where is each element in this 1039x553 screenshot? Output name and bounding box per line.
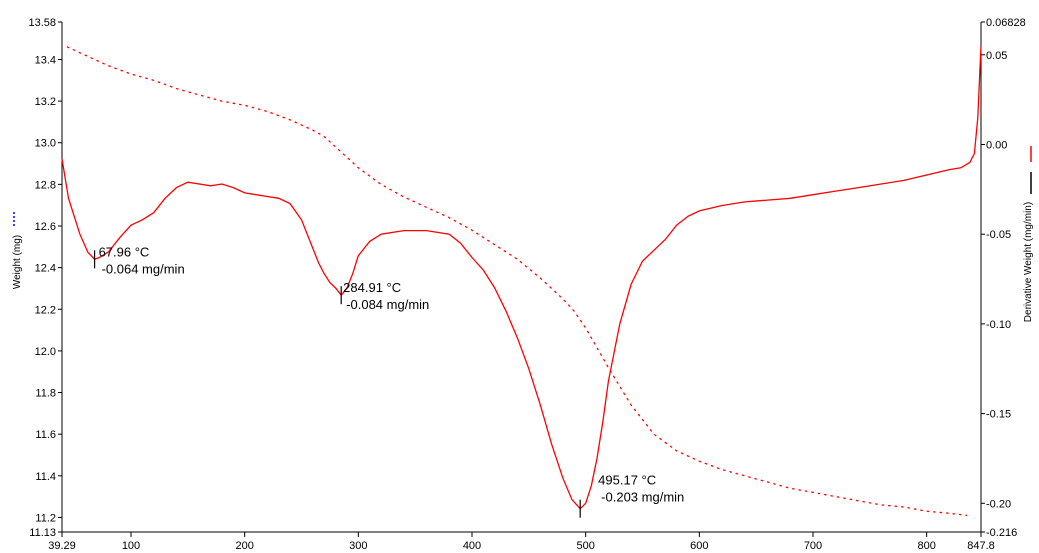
annotation-temperature: 495.17 °C: [598, 473, 656, 488]
x-tick-label: 847.8: [967, 540, 995, 552]
right-tick-label: 0.00: [986, 139, 1007, 151]
annotation-rate: -0.064 mg/min: [102, 261, 185, 276]
right-tick-label: 0.05: [986, 50, 1007, 62]
x-tick-label: 400: [463, 540, 481, 552]
left-tick-label: 12.6: [35, 221, 56, 233]
left-tick-label: 12.8: [35, 179, 56, 191]
annotation-rate: -0.203 mg/min: [601, 490, 684, 505]
right-axis-title-text: Derivative Weight (mg/min): [1023, 202, 1034, 322]
x-tick-label: 600: [690, 540, 708, 552]
x-tick-label: 200: [235, 540, 253, 552]
left-tick-label: 12.4: [35, 263, 56, 275]
x-tick-label: 39.29: [48, 540, 76, 552]
left-tick-label: 11.4: [35, 471, 56, 483]
weight-series-line: [66, 46, 968, 516]
annotations-layer: 67.96 °C -0.064 mg/min 284.91 °C -0.084 mg/…: [93, 244, 684, 518]
left-tick-label: 11.8: [35, 388, 56, 400]
left-tick-label: 11.2: [35, 512, 56, 524]
left-axis-title: Weight (mg): [12, 235, 23, 289]
right-tick-label: -0.10: [986, 319, 1011, 331]
right-tick-label: -0.05: [986, 229, 1011, 241]
right-tick-label: -0.216: [986, 527, 1017, 539]
right-tick-label: -0.20: [986, 498, 1011, 510]
derivative-series-line: [61, 45, 982, 510]
left-tick-label: 12.0: [35, 346, 56, 358]
annotation-temperature: 67.96 °C: [99, 244, 150, 259]
left-tick-label: 13.0: [35, 138, 56, 150]
right-tick-label: -0.15: [986, 409, 1011, 421]
x-tick-label: 800: [917, 540, 935, 552]
left-tick-label: 13.2: [35, 96, 56, 108]
x-tick-label: 700: [804, 540, 822, 552]
annotation-temperature: 284.91 °C: [343, 280, 401, 295]
x-axis-ticks: 39.29 100 200 300 400 500 600 700 800 847.8: [48, 532, 995, 552]
right-axis-title: Derivative Weight (mg/min): [1023, 202, 1034, 322]
series-layer: [61, 45, 982, 516]
plot-frame: [61, 22, 982, 533]
left-tick-label: 12.2: [35, 304, 56, 316]
left-axis-title-text: Weight (mg): [12, 235, 23, 289]
right-axis-ticks: 0.06828 0.05 0.00 -0.05 -0.10 -0.15 -0.20 -0.21…: [981, 17, 1026, 539]
x-tick-label: 500: [576, 540, 594, 552]
left-tick-label: 11.13: [29, 527, 56, 539]
left-tick-label: 13.58: [28, 17, 56, 29]
annotation-rate: -0.084 mg/min: [346, 297, 429, 312]
left-axis-ticks: 13.58 13.4 13.2 13.0 12.8 12.6 12.4 12.2 12.0 11.…: [28, 17, 62, 539]
x-tick-label: 300: [349, 540, 367, 552]
left-tick-label: 11.6: [35, 429, 56, 441]
x-tick-label: 100: [122, 540, 140, 552]
left-tick-label: 13.4: [35, 54, 56, 66]
right-tick-label: 0.06828: [986, 17, 1026, 29]
